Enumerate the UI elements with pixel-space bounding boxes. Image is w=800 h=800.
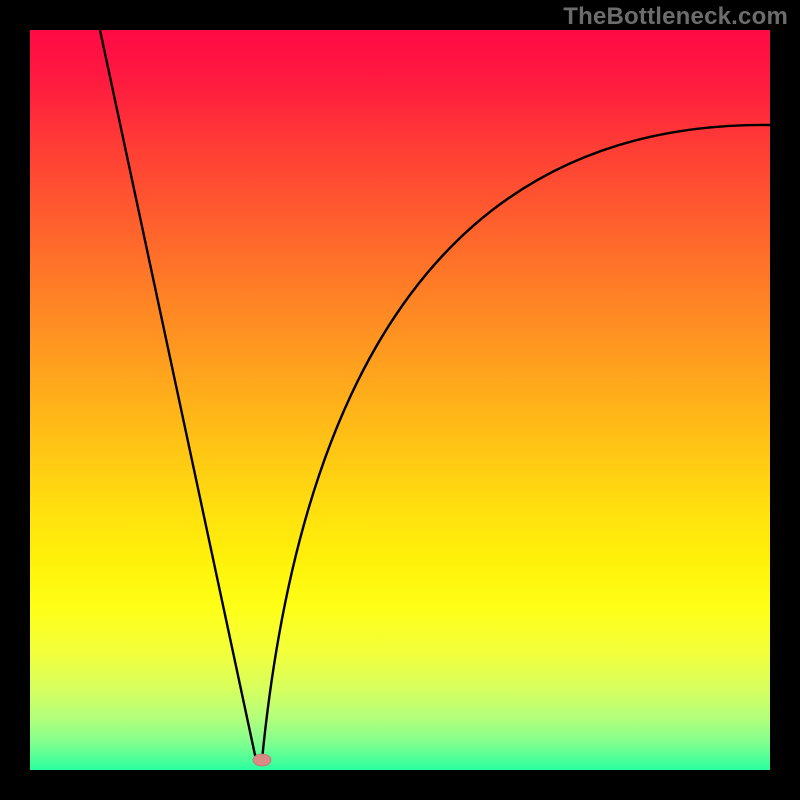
frame-bottom — [0, 770, 800, 800]
gradient-background — [30, 30, 770, 770]
plot-area — [30, 30, 770, 770]
plot-svg — [30, 30, 770, 770]
frame-right — [770, 0, 800, 800]
frame-left — [0, 0, 30, 800]
optimal-point-marker — [253, 754, 271, 766]
watermark-text: TheBottleneck.com — [563, 3, 788, 31]
